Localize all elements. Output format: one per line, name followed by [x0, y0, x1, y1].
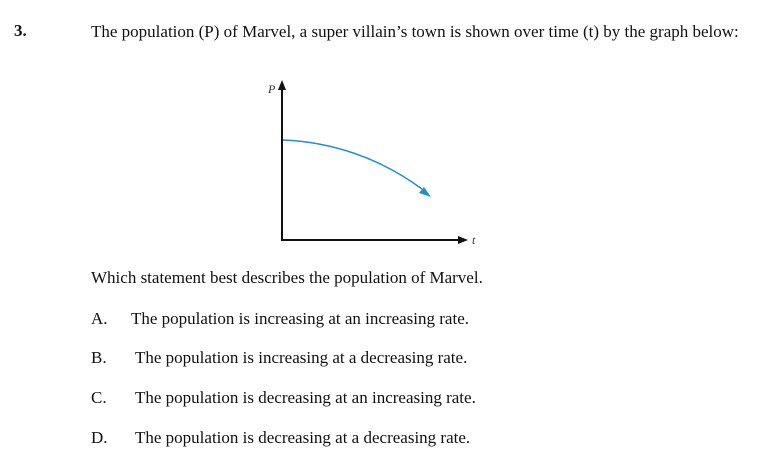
x-axis-label: t — [472, 233, 476, 247]
choice-b-text: The population is increasing at a decrea… — [135, 348, 468, 367]
choice-c-letter: C. — [91, 388, 107, 407]
population-graph: P t — [267, 80, 476, 247]
choice-d-text: The population is decreasing at a decrea… — [135, 428, 471, 447]
choice-a-letter: A. — [91, 309, 108, 328]
choice-b-letter: B. — [91, 348, 107, 367]
choice-c-text: The population is decreasing at an incre… — [135, 388, 476, 407]
choice-b[interactable]: B. The population is increasing at a decr… — [91, 348, 467, 368]
choice-a[interactable]: A. The population is increasing at an inc… — [91, 309, 469, 329]
question-number: 3. — [14, 21, 27, 40]
x-axis-arrowhead — [458, 236, 468, 244]
choice-d-letter: D. — [91, 428, 108, 447]
y-axis-label: P — [267, 82, 276, 96]
choice-d[interactable]: D. The population is decreasing at a decr… — [91, 428, 470, 448]
choice-c[interactable]: C. The population is decreasing at an inc… — [91, 388, 476, 408]
population-curve — [282, 139, 423, 190]
question-stem: The population (P) of Marvel, a super vi… — [91, 22, 739, 41]
y-axis-arrowhead — [278, 80, 286, 90]
question-prompt: Which statement best describes the popul… — [91, 268, 483, 287]
curve-arrowhead — [419, 187, 431, 197]
choice-a-text: The population is increasing at an incre… — [131, 309, 469, 328]
